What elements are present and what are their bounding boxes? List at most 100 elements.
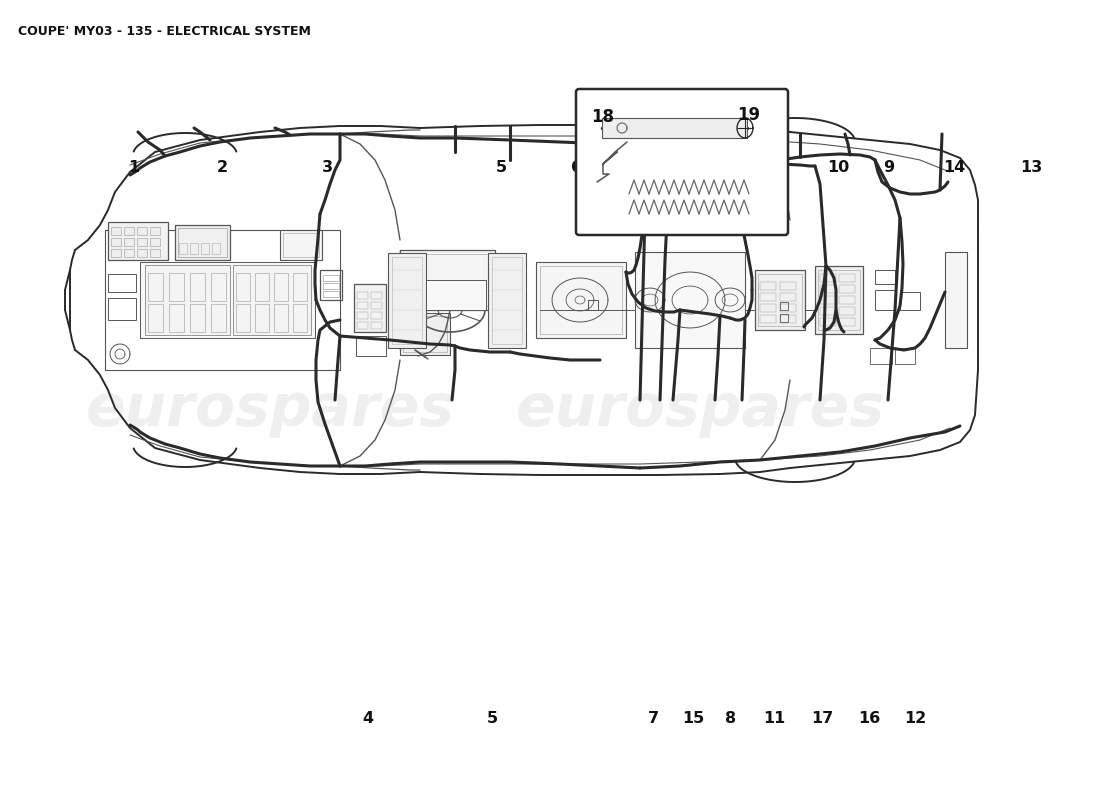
Bar <box>492 257 522 344</box>
Bar <box>820 285 836 293</box>
Text: 11: 11 <box>763 711 785 726</box>
Bar <box>371 312 382 319</box>
Bar <box>818 270 860 330</box>
Bar <box>895 348 915 364</box>
Text: 1: 1 <box>129 161 140 175</box>
Bar <box>839 285 855 293</box>
Bar <box>404 254 491 306</box>
Bar <box>274 273 288 301</box>
Bar <box>179 243 187 254</box>
Bar <box>839 274 855 282</box>
FancyBboxPatch shape <box>576 89 788 235</box>
Bar <box>780 302 788 310</box>
Bar <box>760 293 775 301</box>
Bar <box>780 293 796 301</box>
Bar <box>874 290 895 310</box>
Bar <box>293 273 307 301</box>
Text: 15: 15 <box>682 711 704 726</box>
Bar <box>400 250 495 310</box>
Bar <box>280 230 322 260</box>
Bar <box>602 118 747 138</box>
Bar <box>190 273 205 301</box>
Bar <box>426 280 486 310</box>
Bar <box>839 296 855 304</box>
Bar <box>236 273 250 301</box>
Text: 10: 10 <box>827 161 849 175</box>
Bar <box>635 252 745 348</box>
Bar <box>780 314 788 322</box>
Bar <box>124 227 134 235</box>
Bar <box>760 282 775 290</box>
Bar <box>780 282 796 290</box>
Bar <box>839 307 855 315</box>
Bar <box>175 225 230 260</box>
Text: COUPE' MY03 - 135 - ELECTRICAL SYSTEM: COUPE' MY03 - 135 - ELECTRICAL SYSTEM <box>18 25 311 38</box>
Bar <box>111 249 121 257</box>
Bar <box>536 262 626 338</box>
Text: 14: 14 <box>944 161 966 175</box>
Text: 13: 13 <box>1021 161 1043 175</box>
Bar <box>150 238 160 246</box>
Bar <box>190 304 205 332</box>
Bar <box>758 274 802 326</box>
Text: eurospares: eurospares <box>516 382 884 438</box>
Bar <box>108 298 136 320</box>
Bar <box>820 318 836 326</box>
Bar <box>140 262 315 338</box>
Bar <box>320 270 342 300</box>
Bar <box>283 233 319 257</box>
Bar <box>371 302 382 309</box>
Bar <box>201 243 209 254</box>
Bar <box>323 283 339 289</box>
Bar <box>874 270 895 284</box>
Bar <box>323 275 339 281</box>
Text: 12: 12 <box>904 711 926 726</box>
Bar <box>780 315 796 323</box>
Bar <box>588 300 598 310</box>
Text: 19: 19 <box>737 106 760 124</box>
Bar <box>255 273 270 301</box>
Bar <box>839 318 855 326</box>
Bar <box>108 222 168 260</box>
Bar <box>148 304 163 332</box>
Bar <box>815 266 864 334</box>
Bar <box>392 257 422 344</box>
Bar <box>358 322 368 329</box>
Text: 8: 8 <box>725 711 736 726</box>
Bar <box>255 304 270 332</box>
Bar <box>150 249 160 257</box>
Text: 4: 4 <box>362 711 373 726</box>
Bar <box>138 249 147 257</box>
Bar <box>145 265 230 335</box>
Bar <box>323 291 339 297</box>
Bar <box>108 274 136 292</box>
Bar <box>358 302 368 309</box>
Text: 5: 5 <box>496 161 507 175</box>
Bar <box>211 273 226 301</box>
Bar <box>354 284 386 332</box>
Bar <box>293 304 307 332</box>
Bar <box>138 227 147 235</box>
Bar <box>945 252 967 348</box>
Bar <box>820 274 836 282</box>
Bar <box>178 228 227 257</box>
Bar <box>760 315 775 323</box>
Bar <box>371 292 382 299</box>
Text: 18: 18 <box>591 108 614 126</box>
Text: 17: 17 <box>812 711 834 726</box>
Bar <box>150 227 160 235</box>
Text: 16: 16 <box>858 711 880 726</box>
Bar <box>211 304 226 332</box>
Bar <box>274 304 288 332</box>
Bar <box>870 348 892 364</box>
Text: 3: 3 <box>322 161 333 175</box>
Bar <box>358 312 368 319</box>
Bar <box>111 227 121 235</box>
Bar <box>148 273 163 301</box>
Bar <box>358 292 368 299</box>
Bar <box>540 266 622 334</box>
Text: 2: 2 <box>217 161 228 175</box>
Bar <box>124 238 134 246</box>
Bar <box>212 243 220 254</box>
Bar <box>488 253 526 348</box>
